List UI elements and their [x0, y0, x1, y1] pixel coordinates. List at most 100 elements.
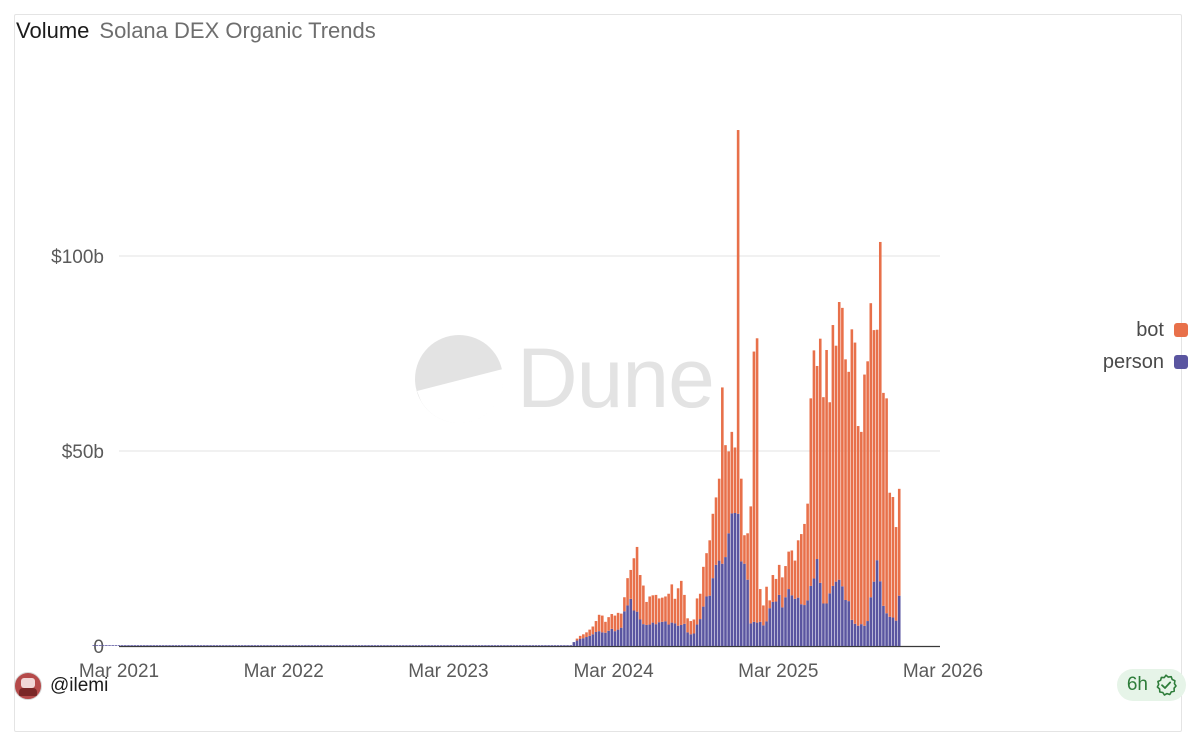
bar-bot[interactable]: [733, 447, 737, 514]
bar-bot[interactable]: [664, 596, 667, 622]
bar-bot[interactable]: [856, 426, 860, 626]
bar-person[interactable]: [872, 581, 876, 646]
bar-person[interactable]: [155, 645, 159, 646]
bar-person[interactable]: [259, 645, 263, 646]
bar-person[interactable]: [417, 645, 421, 646]
bar-person[interactable]: [250, 645, 253, 646]
bar-person[interactable]: [645, 624, 648, 646]
bar-person[interactable]: [844, 599, 847, 646]
bar-person[interactable]: [616, 629, 620, 646]
bar-person[interactable]: [582, 638, 585, 646]
bar-person[interactable]: [642, 624, 645, 646]
bar-bot[interactable]: [604, 621, 607, 633]
bar-person[interactable]: [749, 623, 753, 646]
bar-bot[interactable]: [825, 349, 828, 604]
bar-person[interactable]: [433, 645, 437, 646]
bar-person[interactable]: [613, 631, 617, 646]
bar-person[interactable]: [446, 645, 449, 646]
bar-person[interactable]: [484, 645, 487, 646]
bar-bot[interactable]: [806, 503, 809, 601]
bar-person[interactable]: [455, 645, 459, 646]
bar-person[interactable]: [465, 645, 468, 646]
bar-person[interactable]: [556, 645, 560, 646]
bar-person[interactable]: [202, 645, 206, 646]
bar-person[interactable]: [443, 645, 446, 646]
bar-person[interactable]: [414, 645, 418, 646]
bar-bot[interactable]: [597, 614, 601, 632]
bar-person[interactable]: [335, 645, 339, 646]
bar-person[interactable]: [894, 620, 898, 646]
bar-person[interactable]: [730, 513, 734, 646]
bar-person[interactable]: [120, 645, 124, 646]
bar-person[interactable]: [623, 611, 626, 646]
bar-person[interactable]: [705, 596, 708, 646]
bar-person[interactable]: [553, 645, 557, 646]
bar-person[interactable]: [781, 607, 784, 646]
bar-person[interactable]: [661, 621, 664, 646]
bar-person[interactable]: [787, 589, 790, 646]
bar-person[interactable]: [604, 632, 607, 646]
bar-person[interactable]: [853, 623, 857, 646]
bar-bot[interactable]: [648, 596, 651, 625]
bar-person[interactable]: [285, 645, 288, 646]
bar-person[interactable]: [196, 645, 200, 646]
bar-person[interactable]: [841, 586, 844, 646]
bar-person[interactable]: [739, 561, 743, 646]
bar-person[interactable]: [139, 645, 143, 646]
bar-person[interactable]: [575, 640, 579, 646]
bar-person[interactable]: [332, 645, 336, 646]
bar-person[interactable]: [717, 560, 721, 646]
bar-bot[interactable]: [623, 597, 626, 612]
bar-bot[interactable]: [651, 595, 655, 623]
bar-person[interactable]: [471, 645, 475, 646]
bar-person[interactable]: [727, 533, 730, 646]
bar-person[interactable]: [420, 645, 424, 646]
bar-bot[interactable]: [743, 535, 746, 564]
bar-bot[interactable]: [774, 578, 778, 602]
bar-bot[interactable]: [721, 387, 724, 564]
bar-person[interactable]: [313, 645, 317, 646]
bar-bot[interactable]: [815, 365, 819, 560]
bar-bot[interactable]: [878, 241, 882, 582]
bar-bot[interactable]: [771, 575, 775, 602]
bar-person[interactable]: [487, 645, 490, 646]
bar-bot[interactable]: [613, 615, 617, 632]
bar-person[interactable]: [503, 645, 506, 646]
bar-person[interactable]: [452, 645, 456, 646]
bar-person[interactable]: [793, 598, 797, 646]
bar-bot[interactable]: [777, 564, 781, 595]
bar-person[interactable]: [146, 645, 149, 646]
bar-bot[interactable]: [673, 598, 677, 624]
bar-person[interactable]: [638, 619, 642, 646]
bar-person[interactable]: [266, 645, 269, 646]
bar-person[interactable]: [790, 595, 794, 646]
bar-person[interactable]: [714, 564, 718, 646]
bar-bot[interactable]: [853, 342, 857, 624]
bar-person[interactable]: [310, 645, 313, 646]
bar-bot[interactable]: [689, 621, 693, 635]
bar-person[interactable]: [585, 637, 588, 646]
bar-bot[interactable]: [790, 550, 794, 596]
bar-person[interactable]: [218, 645, 222, 646]
bar-person[interactable]: [462, 645, 465, 646]
bar-bot[interactable]: [642, 585, 645, 625]
bar-bot[interactable]: [888, 492, 892, 617]
bar-bot[interactable]: [724, 445, 727, 558]
bar-person[interactable]: [591, 634, 595, 646]
bar-person[interactable]: [667, 624, 670, 646]
legend-item-person[interactable]: person: [1103, 346, 1188, 378]
bar-bot[interactable]: [594, 621, 598, 632]
bar-person[interactable]: [237, 645, 241, 646]
bar-bot[interactable]: [882, 392, 885, 606]
bar-person[interactable]: [101, 645, 105, 646]
bar-person[interactable]: [458, 645, 462, 646]
bar-bot[interactable]: [752, 351, 756, 622]
bar-person[interactable]: [288, 645, 291, 646]
bar-person[interactable]: [209, 645, 212, 646]
bar-person[interactable]: [815, 559, 819, 646]
bar-bot[interactable]: [698, 593, 702, 620]
bar-person[interactable]: [92, 645, 96, 646]
bar-person[interactable]: [297, 645, 301, 646]
bar-person[interactable]: [806, 600, 809, 646]
bar-person[interactable]: [373, 645, 377, 646]
